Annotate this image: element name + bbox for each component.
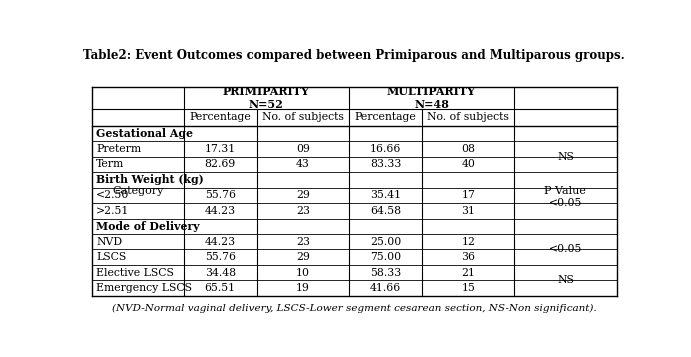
Text: No. of subjects: No. of subjects (262, 112, 344, 122)
Text: 08: 08 (462, 144, 475, 154)
Text: 65.51: 65.51 (205, 283, 236, 293)
Text: (NVD-Normal vaginal delivery, LSCS-Lower segment cesarean section, NS-Non signif: (NVD-Normal vaginal delivery, LSCS-Lower… (112, 304, 596, 313)
Text: MULTIPARITY
N=48: MULTIPARITY N=48 (387, 86, 476, 110)
Text: Gestational Age: Gestational Age (96, 128, 193, 139)
Text: NS: NS (557, 152, 574, 162)
Text: 31: 31 (462, 206, 475, 216)
Text: 44.23: 44.23 (205, 237, 236, 247)
Text: Elective LSCS: Elective LSCS (96, 268, 174, 278)
Text: 12: 12 (462, 237, 475, 247)
Text: 58.33: 58.33 (370, 268, 401, 278)
Text: 29: 29 (296, 252, 310, 262)
Text: 41.66: 41.66 (370, 283, 401, 293)
Text: Birth Weight (kg): Birth Weight (kg) (96, 175, 204, 185)
Text: Percentage: Percentage (354, 112, 417, 122)
Text: 23: 23 (296, 237, 310, 247)
Text: PRIMIPARITY
N=52: PRIMIPARITY N=52 (223, 86, 310, 110)
Text: >2.51: >2.51 (96, 206, 129, 216)
Text: No. of subjects: No. of subjects (427, 112, 509, 122)
Text: <2.50: <2.50 (96, 190, 129, 200)
Text: Table2: Event Outcomes compared between Primiparous and Multiparous groups.: Table2: Event Outcomes compared between … (83, 49, 625, 62)
Text: 15: 15 (462, 283, 475, 293)
Text: Percentage: Percentage (189, 112, 252, 122)
Text: 82.69: 82.69 (205, 160, 236, 170)
Text: 40: 40 (462, 160, 475, 170)
Text: LSCS: LSCS (96, 252, 126, 262)
Text: Category: Category (112, 186, 163, 196)
Text: <0.05: <0.05 (549, 198, 582, 208)
Text: <0.05: <0.05 (549, 245, 582, 255)
Text: Mode of Delivery: Mode of Delivery (96, 221, 200, 232)
Text: NS: NS (557, 275, 574, 285)
Text: 44.23: 44.23 (205, 206, 236, 216)
Text: 83.33: 83.33 (370, 160, 401, 170)
Text: 09: 09 (296, 144, 310, 154)
Text: 43: 43 (296, 160, 310, 170)
Text: 23: 23 (296, 206, 310, 216)
Text: 64.58: 64.58 (370, 206, 401, 216)
Text: Term: Term (96, 160, 124, 170)
Text: 16.66: 16.66 (370, 144, 401, 154)
Text: Preterm: Preterm (96, 144, 141, 154)
Text: 17.31: 17.31 (205, 144, 236, 154)
Text: 29: 29 (296, 190, 310, 200)
Text: 35.41: 35.41 (370, 190, 401, 200)
Text: 21: 21 (462, 268, 475, 278)
Text: 17: 17 (462, 190, 475, 200)
Text: P Value: P Value (545, 186, 586, 196)
Text: 19: 19 (296, 283, 310, 293)
Text: 34.48: 34.48 (205, 268, 236, 278)
Text: 75.00: 75.00 (370, 252, 401, 262)
Text: 10: 10 (296, 268, 310, 278)
Text: 55.76: 55.76 (205, 190, 236, 200)
Text: 55.76: 55.76 (205, 252, 236, 262)
Text: NVD: NVD (96, 237, 122, 247)
Text: 36: 36 (462, 252, 475, 262)
Text: 25.00: 25.00 (370, 237, 401, 247)
Text: Emergency LSCS: Emergency LSCS (96, 283, 192, 293)
